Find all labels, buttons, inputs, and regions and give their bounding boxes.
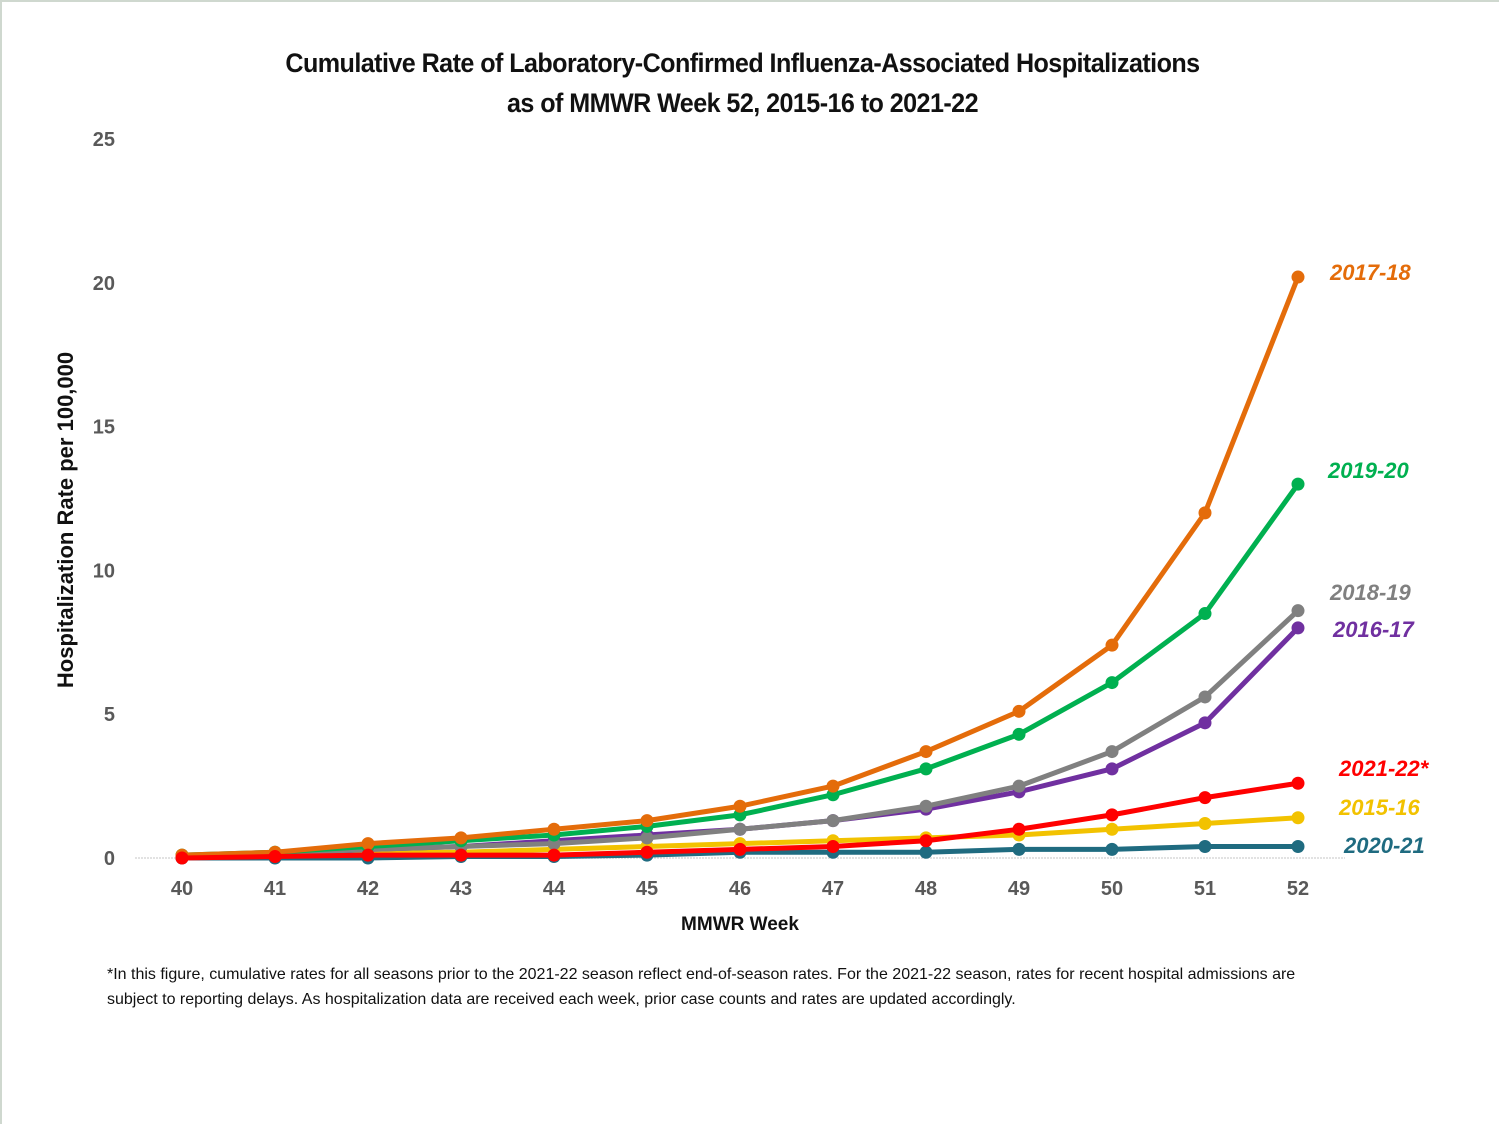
data-point [361,848,375,862]
data-point [919,834,933,848]
data-point [640,831,654,845]
series-label: 2020-21 [1343,833,1425,858]
data-point [1105,808,1119,822]
data-point [1105,745,1119,759]
x-tick-label: 42 [357,878,379,900]
data-point [733,842,747,856]
series-label: 2015-16 [1338,795,1421,820]
x-tick-label: 50 [1101,878,1123,900]
y-tick-label: 5 [104,704,115,726]
data-point [1012,704,1026,718]
data-point [1198,791,1212,805]
data-point [1198,816,1212,830]
data-point [733,799,747,813]
data-point [547,822,561,836]
series-2017-18 [175,270,1305,862]
series-line [181,276,1301,858]
series-group [175,270,1305,865]
series-label: 2021-22* [1338,756,1430,781]
footnote-line-2: subject to reporting delays. As hospital… [107,991,1016,1008]
data-point [1012,779,1026,793]
data-point [640,814,654,828]
data-point [640,845,654,859]
y-tick-label: 20 [93,273,115,295]
data-point [268,850,282,864]
series-label: 2017-18 [1329,260,1412,285]
y-tick-label: 25 [93,129,115,151]
series-label: 2016-17 [1332,617,1416,642]
data-point [733,822,747,836]
series-label: 2019-20 [1327,458,1410,483]
data-point [1291,604,1305,618]
y-tick-label: 15 [93,417,115,439]
data-point [826,814,840,828]
data-point [919,762,933,776]
data-point [454,831,468,845]
series-labels: 2017-18 2019-20 2018-19 2016-17 2021-22* 2015… [1327,260,1430,858]
data-point [175,851,189,865]
data-point [1291,621,1305,635]
x-tick-label: 45 [636,878,658,900]
y-axis-label: Hospitalization Rate per 100,000 [53,352,78,688]
data-point [454,848,468,862]
data-point [1291,839,1305,853]
data-point [1291,270,1305,284]
data-point [1291,776,1305,790]
footnote-line-1: *In this figure, cumulative rates for al… [107,966,1296,983]
x-tick-label: 49 [1008,878,1030,900]
data-point [1198,607,1212,621]
data-point [1198,716,1212,730]
x-axis-ticks: 40 41 42 43 44 45 46 47 48 49 50 51 52 [171,878,1309,900]
data-point [1012,727,1026,741]
data-point [547,848,561,862]
x-tick-label: 43 [450,878,472,900]
y-axis-ticks: 0 5 10 15 20 25 [93,129,115,870]
data-point [1198,506,1212,520]
data-point [1198,690,1212,704]
x-tick-label: 48 [915,878,937,900]
series-label: 2018-19 [1329,580,1412,605]
data-point [1198,839,1212,853]
data-point [361,837,375,851]
data-point [1291,811,1305,825]
x-tick-label: 44 [543,878,566,900]
x-tick-label: 47 [822,878,844,900]
x-tick-label: 41 [264,878,286,900]
data-point [919,845,933,859]
chart-subtitle: as of MMWR Week 52, 2015-16 to 2021-22 [507,88,979,118]
data-point [1291,477,1305,491]
x-tick-label: 51 [1194,878,1216,900]
data-point [1105,676,1119,690]
series-line [181,482,1301,858]
y-tick-label: 10 [93,560,115,582]
x-axis-label: MMWR Week [681,914,799,935]
data-point [919,745,933,759]
series-2021-22 [175,776,1305,865]
data-point [1105,638,1119,652]
data-point [1105,842,1119,856]
data-point [1105,762,1119,776]
footnote: *In this figure, cumulative rates for al… [107,962,1447,1012]
chart-title: Cumulative Rate of Laboratory-Confirmed … [285,48,1200,78]
data-point [826,779,840,793]
x-tick-label: 46 [729,878,751,900]
y-tick-label: 0 [104,848,115,870]
data-point [1012,822,1026,836]
data-point [1012,842,1026,856]
data-point [919,799,933,813]
series-2018-19 [175,604,1305,864]
x-tick-label: 52 [1287,878,1309,900]
data-point [1105,822,1119,836]
x-tick-label: 40 [171,878,193,900]
data-point [826,839,840,853]
